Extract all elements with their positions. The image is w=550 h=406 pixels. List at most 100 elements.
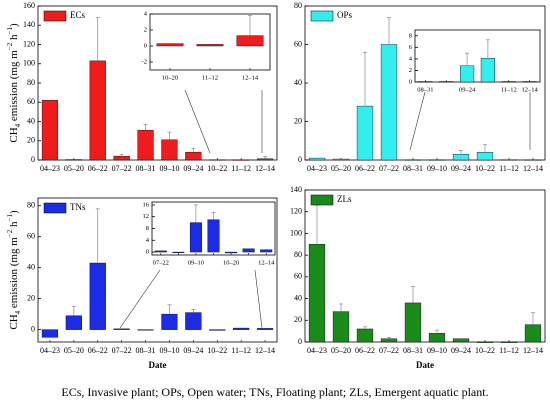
y-axis-label-part: 4: [14, 123, 22, 127]
x-tick-label: 11–12: [499, 164, 519, 173]
x-tick-label: 12–14: [523, 164, 543, 173]
bar: [41, 100, 59, 161]
plot-frame: [304, 189, 546, 343]
bar: [209, 329, 226, 331]
x-tick-label: 04–23: [40, 164, 60, 173]
y-tick-label: 0: [298, 155, 302, 164]
y-tick-label: 80: [294, 250, 302, 259]
y-axis-label-part: CH: [8, 314, 20, 329]
x-tick-label: 06–22: [355, 346, 375, 355]
y-axis-label: CH4 emission (mg m−2 h−1): [6, 23, 22, 143]
bar: [207, 219, 220, 253]
bar: [356, 328, 374, 343]
y-axis-label-part: −1: [6, 27, 14, 35]
y-tick-label: 100: [23, 59, 35, 68]
y-tick-label: 0: [31, 155, 35, 164]
y-axis-label-part: ): [8, 210, 20, 214]
bar: [89, 262, 106, 330]
bar: [480, 58, 495, 83]
x-tick-label: 06–22: [88, 164, 108, 173]
x-tick-label: 07–22: [112, 164, 132, 173]
y-tick-label: 40: [294, 293, 302, 302]
bar: [233, 327, 250, 330]
bar: [428, 333, 446, 343]
y-tick-label: 40: [27, 116, 35, 125]
y-tick-label: 80: [27, 201, 35, 210]
bar: [460, 65, 475, 83]
y-tick-label: 160: [23, 1, 35, 10]
y-axis-label-part: −1: [6, 214, 14, 222]
x-tick-label: 10–22: [207, 164, 227, 173]
x-tick-label: 08–31: [403, 164, 423, 173]
y-axis-label: CH4 emission (mg m−2 h−1): [6, 210, 22, 330]
y-tick-label: 80: [27, 78, 35, 87]
y-tick-label: 2: [144, 26, 147, 33]
y-tick-label: 20: [27, 293, 35, 302]
x-tick-label: 05–20: [64, 346, 84, 355]
y-tick-label: 0: [144, 42, 147, 49]
bar: [242, 248, 255, 253]
plot-frame: [304, 5, 546, 161]
caption: ECs, Invasive plant; OPs, Open water; TN…: [61, 385, 488, 399]
x-tick-label: 07–22: [379, 164, 399, 173]
bar: [418, 81, 433, 83]
bar: [380, 338, 398, 343]
y-tick-label: 120: [290, 207, 302, 216]
bar: [500, 159, 518, 161]
bar: [89, 60, 106, 161]
x-tick-label: 08–31: [403, 346, 423, 355]
x-tick-label: 10–20: [162, 74, 178, 81]
bar: [452, 338, 470, 343]
bar: [154, 250, 167, 253]
x-tick-label: 12–14: [255, 346, 275, 355]
y-tick-label: 4: [144, 10, 148, 17]
y-tick-label: 8: [409, 32, 412, 39]
x-tick-label: 10–22: [475, 164, 495, 173]
inset-background: [415, 30, 540, 82]
bar: [65, 159, 82, 161]
y-axis-label-part: emission (mg m: [8, 237, 20, 311]
y-tick-label: 20: [294, 315, 302, 324]
x-tick-label: 09–24: [451, 346, 471, 355]
bar: [308, 244, 326, 343]
x-tick-label: 11–12: [499, 346, 519, 355]
x-tick-label: 06–22: [88, 346, 108, 355]
y-tick-label: 0: [31, 324, 35, 333]
bar: [113, 328, 130, 330]
bar: [185, 312, 202, 330]
y-axis-label-part: −2: [6, 42, 14, 50]
y-tick-label: 20: [294, 116, 302, 125]
y-tick-label: 60: [27, 232, 35, 241]
arrows: [119, 89, 531, 329]
bar: [209, 159, 226, 161]
y-tick-label: 20: [27, 136, 35, 145]
y-axis-label-part: h: [8, 221, 20, 230]
y-tick-label: 40: [294, 78, 302, 87]
bar: [189, 222, 202, 253]
inset-frame: [414, 29, 541, 83]
legend-label: ZLs: [337, 194, 352, 204]
x-tick-label: 09–10: [159, 346, 179, 355]
y-tick-label: 4: [409, 55, 413, 62]
bar: [137, 329, 154, 331]
x-tick-label: 08–31: [136, 164, 156, 173]
x-tick-label: 04–23: [307, 346, 327, 355]
y-tick-label: 6: [409, 44, 413, 51]
bar: [260, 249, 273, 253]
legend-swatch: [43, 10, 67, 22]
x-tick-label: 09–24: [451, 164, 471, 173]
x-tick-label: 11–12: [231, 164, 251, 173]
bar: [332, 158, 350, 161]
x-tick-label: 07–22: [153, 259, 169, 266]
y-tick-label: 0: [146, 249, 149, 256]
legend-label: TNs: [70, 202, 86, 212]
x-tick-label: 09–24: [183, 346, 203, 355]
y-tick-label: 60: [294, 272, 302, 281]
x-tick-label: 04–23: [307, 164, 327, 173]
x-tick-label: 07–22: [112, 346, 132, 355]
y-tick-label: 100: [290, 228, 302, 237]
x-tick-label: 11–12: [202, 74, 218, 81]
y-tick-label: 4: [146, 237, 150, 244]
x-tick-label: 09–24: [459, 86, 476, 93]
y-tick-label: -2: [142, 58, 147, 65]
